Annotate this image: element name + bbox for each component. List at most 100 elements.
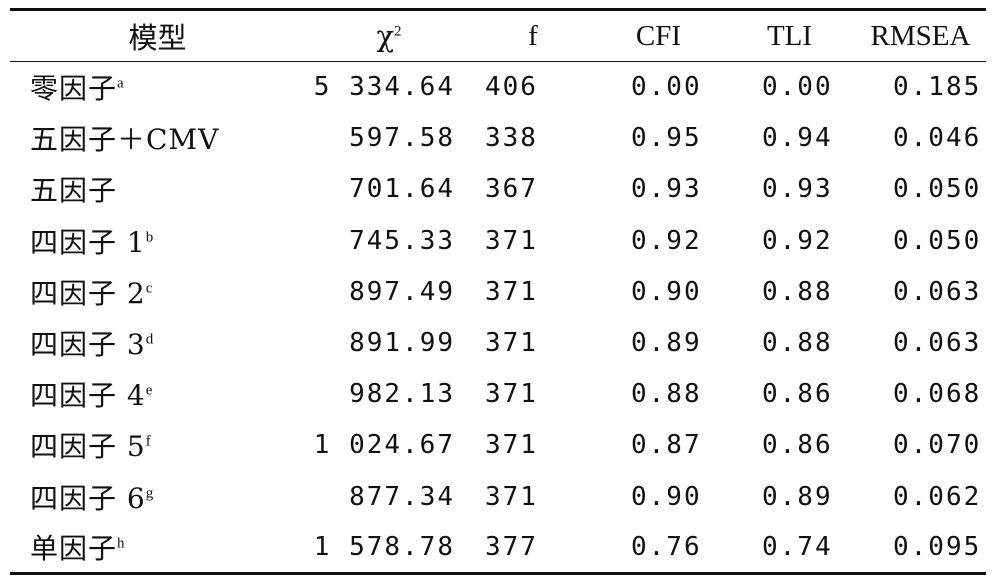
table-row: 四因子 2c 897.49 371 0.90 0.88 0.063	[10, 266, 986, 317]
cell-cfi: 0.88	[631, 379, 702, 410]
model-name: 四因子 4	[30, 379, 146, 413]
cell-cfi: 0.95	[631, 123, 702, 154]
cell-model: 五因子＋CMV	[10, 113, 305, 164]
model-footnote-marker: d	[145, 331, 155, 348]
cell-chi-square: 5 334.64	[313, 72, 455, 103]
cell-tli: 0.94	[762, 123, 833, 154]
header-row: 模型 χ2 f CFI TLI RMSEA	[10, 9, 986, 62]
cell-df: 371	[485, 225, 538, 256]
model-name: 单因子	[30, 532, 118, 566]
cell-model: 四因子 4e	[10, 369, 305, 420]
model-name: 四因子 5	[30, 430, 146, 464]
cell-rmsea: 0.070	[893, 430, 982, 461]
cell-model: 单因子h	[10, 522, 305, 573]
cell-cfi: 0.89	[631, 328, 702, 359]
table-header: 模型 χ2 f CFI TLI RMSEA	[10, 9, 986, 62]
model-name: 五因子	[30, 174, 118, 208]
table-row: 单因子h 1 578.78 377 0.76 0.74 0.095	[10, 522, 986, 574]
model-footnote-marker: c	[145, 280, 154, 297]
cell-cfi: 0.76	[631, 532, 702, 563]
cell-chi-square: 745.33	[349, 225, 455, 256]
table-row: 四因子 1b 745.33 371 0.92 0.92 0.050	[10, 215, 986, 266]
model-footnote-marker: b	[145, 229, 155, 246]
table-row: 四因子 3d 891.99 371 0.89 0.88 0.063	[10, 317, 986, 368]
cell-tli: 0.00	[762, 72, 833, 103]
cell-model: 四因子 2c	[10, 266, 305, 317]
model-footnote-marker: h	[117, 535, 126, 552]
cell-chi-square: 982.13	[349, 379, 455, 410]
cell-tli: 0.88	[762, 328, 833, 359]
header-cfi: CFI	[635, 19, 682, 52]
fit-indices-table-container: 模型 χ2 f CFI TLI RMSEA 零因子a 5 334.64 406 0.0…	[10, 8, 986, 575]
cell-tli: 0.93	[762, 174, 833, 205]
cell-chi-square: 877.34	[349, 481, 455, 512]
cell-df: 338	[485, 123, 538, 154]
cell-tli: 0.89	[762, 481, 833, 512]
cell-model: 四因子 3d	[10, 317, 305, 368]
model-name: 四因子 2	[30, 276, 146, 310]
header-chi-square: χ2	[305, 10, 473, 62]
model-footnote-marker: f	[145, 434, 152, 451]
cell-model: 五因子	[10, 164, 305, 215]
table-row: 四因子 5f 1 024.67 371 0.87 0.86 0.070	[10, 420, 986, 471]
cell-cfi: 0.90	[631, 276, 702, 307]
cell-df: 371	[485, 276, 538, 307]
header-df: f	[528, 19, 538, 52]
cell-chi-square: 897.49	[349, 276, 455, 307]
cell-df: 406	[485, 72, 538, 103]
table-row: 零因子a 5 334.64 406 0.00 0.00 0.185	[10, 62, 986, 113]
cell-rmsea: 0.050	[893, 174, 982, 205]
header-rmsea: RMSEA	[870, 19, 971, 52]
model-footnote-marker: e	[145, 382, 154, 399]
cell-chi-square: 1 578.78	[313, 532, 455, 563]
cell-rmsea: 0.062	[893, 481, 982, 512]
cell-df: 377	[485, 532, 538, 563]
cell-model: 四因子 6g	[10, 471, 305, 522]
cell-chi-square: 701.64	[349, 174, 455, 205]
header-model: 模型	[128, 23, 187, 55]
chi-symbol: χ	[376, 18, 395, 53]
cell-tli: 0.86	[762, 430, 833, 461]
cell-model: 零因子a	[10, 62, 305, 113]
cell-rmsea: 0.046	[893, 123, 982, 154]
table-row: 四因子 4e 982.13 371 0.88 0.86 0.068	[10, 369, 986, 420]
cell-rmsea: 0.068	[893, 379, 982, 410]
cell-cfi: 0.92	[631, 225, 702, 256]
model-name: 四因子 3	[30, 328, 146, 362]
cell-cfi: 0.93	[631, 174, 702, 205]
header-tli: TLI	[766, 19, 813, 52]
table-row: 五因子＋CMV 597.58 338 0.95 0.94 0.046	[10, 113, 986, 164]
cell-df: 371	[485, 481, 538, 512]
cell-cfi: 0.87	[631, 430, 702, 461]
model-footnote-marker: g	[145, 485, 155, 502]
cell-model: 四因子 1b	[10, 215, 305, 266]
cell-rmsea: 0.063	[893, 276, 982, 307]
model-name: 四因子 6	[30, 481, 146, 515]
table-row: 五因子 701.64 367 0.93 0.93 0.050	[10, 164, 986, 215]
cell-cfi: 0.90	[631, 481, 702, 512]
cell-rmsea: 0.050	[893, 225, 982, 256]
cell-df: 371	[485, 379, 538, 410]
cell-chi-square: 597.58	[349, 123, 455, 154]
table-row: 四因子 6g 877.34 371 0.90 0.89 0.062	[10, 471, 986, 522]
chi-superscript: 2	[394, 22, 402, 39]
cell-tli: 0.92	[762, 225, 833, 256]
cell-chi-square: 891.99	[349, 328, 455, 359]
cell-model: 四因子 5f	[10, 420, 305, 471]
cell-rmsea: 0.185	[893, 72, 982, 103]
cell-df: 371	[485, 328, 538, 359]
cell-rmsea: 0.095	[893, 532, 982, 563]
cell-rmsea: 0.063	[893, 328, 982, 359]
model-name: 四因子 1	[30, 225, 146, 259]
cell-tli: 0.88	[762, 276, 833, 307]
table-body: 零因子a 5 334.64 406 0.00 0.00 0.185 五因子＋CMV 597.5…	[10, 62, 986, 574]
fit-indices-table: 模型 χ2 f CFI TLI RMSEA 零因子a 5 334.64 406 0.0…	[10, 8, 986, 575]
model-name: 五因子＋CMV	[30, 123, 220, 157]
model-name: 零因子	[30, 72, 118, 106]
cell-tli: 0.74	[762, 532, 833, 563]
cell-cfi: 0.00	[631, 72, 702, 103]
cell-df: 371	[485, 430, 538, 461]
cell-tli: 0.86	[762, 379, 833, 410]
cell-df: 367	[485, 174, 538, 205]
model-footnote-marker: a	[117, 76, 125, 93]
